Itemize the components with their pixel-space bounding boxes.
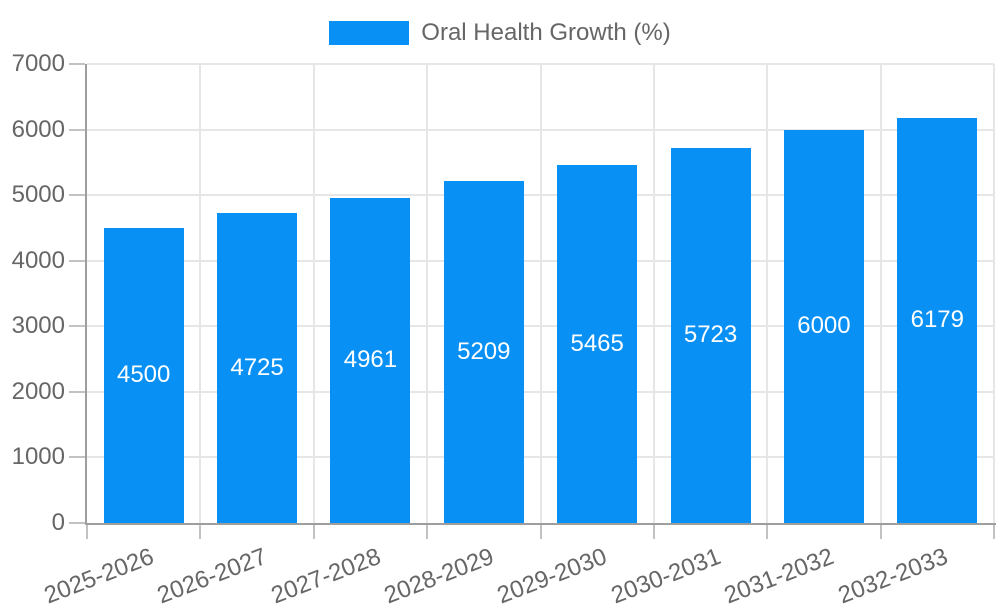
gridline-vertical	[993, 64, 995, 523]
legend-label: Oral Health Growth (%)	[421, 19, 671, 46]
y-axis-tick-label: 6000	[11, 115, 65, 143]
bar-2029-2030[interactable]: 5465	[557, 164, 638, 523]
y-axis-line	[85, 64, 87, 523]
gridline-vertical	[199, 64, 202, 523]
y-axis-tick	[69, 456, 85, 459]
gridline-vertical	[879, 64, 882, 523]
x-axis-line	[85, 523, 996, 525]
bar-value-label: 4500	[116, 361, 171, 389]
y-axis-tick-label: 4000	[11, 246, 65, 274]
bar-2028-2029[interactable]: 5209	[443, 181, 524, 523]
x-axis-tick	[86, 523, 88, 539]
bar-2031-2032[interactable]: 6000	[783, 129, 864, 523]
y-axis-tick	[69, 63, 85, 65]
y-axis-tick-label: 2000	[11, 377, 65, 405]
gridline-vertical	[652, 64, 655, 523]
bar-2032-2033[interactable]: 6179	[897, 117, 978, 523]
bar-value-label: 4961	[343, 346, 398, 374]
y-axis-tick	[69, 194, 85, 197]
y-axis-tick-label: 3000	[11, 312, 65, 340]
bar-value-label: 4725	[230, 354, 284, 382]
y-axis-tick	[69, 390, 85, 393]
bar-value-label: 5465	[570, 329, 624, 357]
gridline-vertical	[312, 64, 315, 523]
y-axis-tick	[69, 128, 85, 131]
x-axis-tick	[539, 523, 542, 539]
y-axis-tick	[69, 325, 85, 328]
x-axis-tick	[199, 523, 202, 539]
bar-value-label: 6179	[910, 306, 964, 334]
y-axis-tick	[69, 259, 85, 262]
bar-2026-2027[interactable]: 4725	[217, 213, 298, 523]
legend-item-oral-health-growth[interactable]: Oral Health Growth (%)	[329, 19, 671, 46]
bar-2030-2031[interactable]: 5723	[670, 147, 751, 523]
y-axis-tick-label: 1000	[11, 443, 65, 471]
legend-color-swatch	[329, 21, 410, 45]
x-axis-tick	[652, 523, 655, 539]
chart-legend: Oral Health Growth (%)	[0, 21, 1000, 45]
gridline-vertical	[539, 64, 542, 523]
x-axis-tick	[312, 523, 315, 539]
bar-2027-2028[interactable]: 4961	[330, 197, 411, 523]
y-axis-tick-label: 0	[51, 509, 65, 536]
y-axis-tick-label: 5000	[11, 181, 65, 209]
bar-value-label: 6000	[797, 312, 851, 340]
bar-2025-2026[interactable]: 4500	[103, 227, 184, 523]
bar-value-label: 5209	[457, 338, 511, 366]
y-axis-tick-label: 7000	[11, 50, 65, 77]
x-axis-tick	[426, 523, 429, 539]
y-axis-tick	[69, 522, 85, 524]
x-axis-tick	[879, 523, 882, 539]
gridline-vertical	[426, 64, 429, 523]
x-axis-tick	[766, 523, 769, 539]
bar-value-label: 5723	[683, 321, 738, 349]
plot-area: 0 1000 2000 3000 4000 5000 6000 7000 4500 2025-20…	[12, 50, 996, 609]
gridline-vertical	[766, 64, 769, 523]
x-axis-tick	[993, 523, 995, 539]
